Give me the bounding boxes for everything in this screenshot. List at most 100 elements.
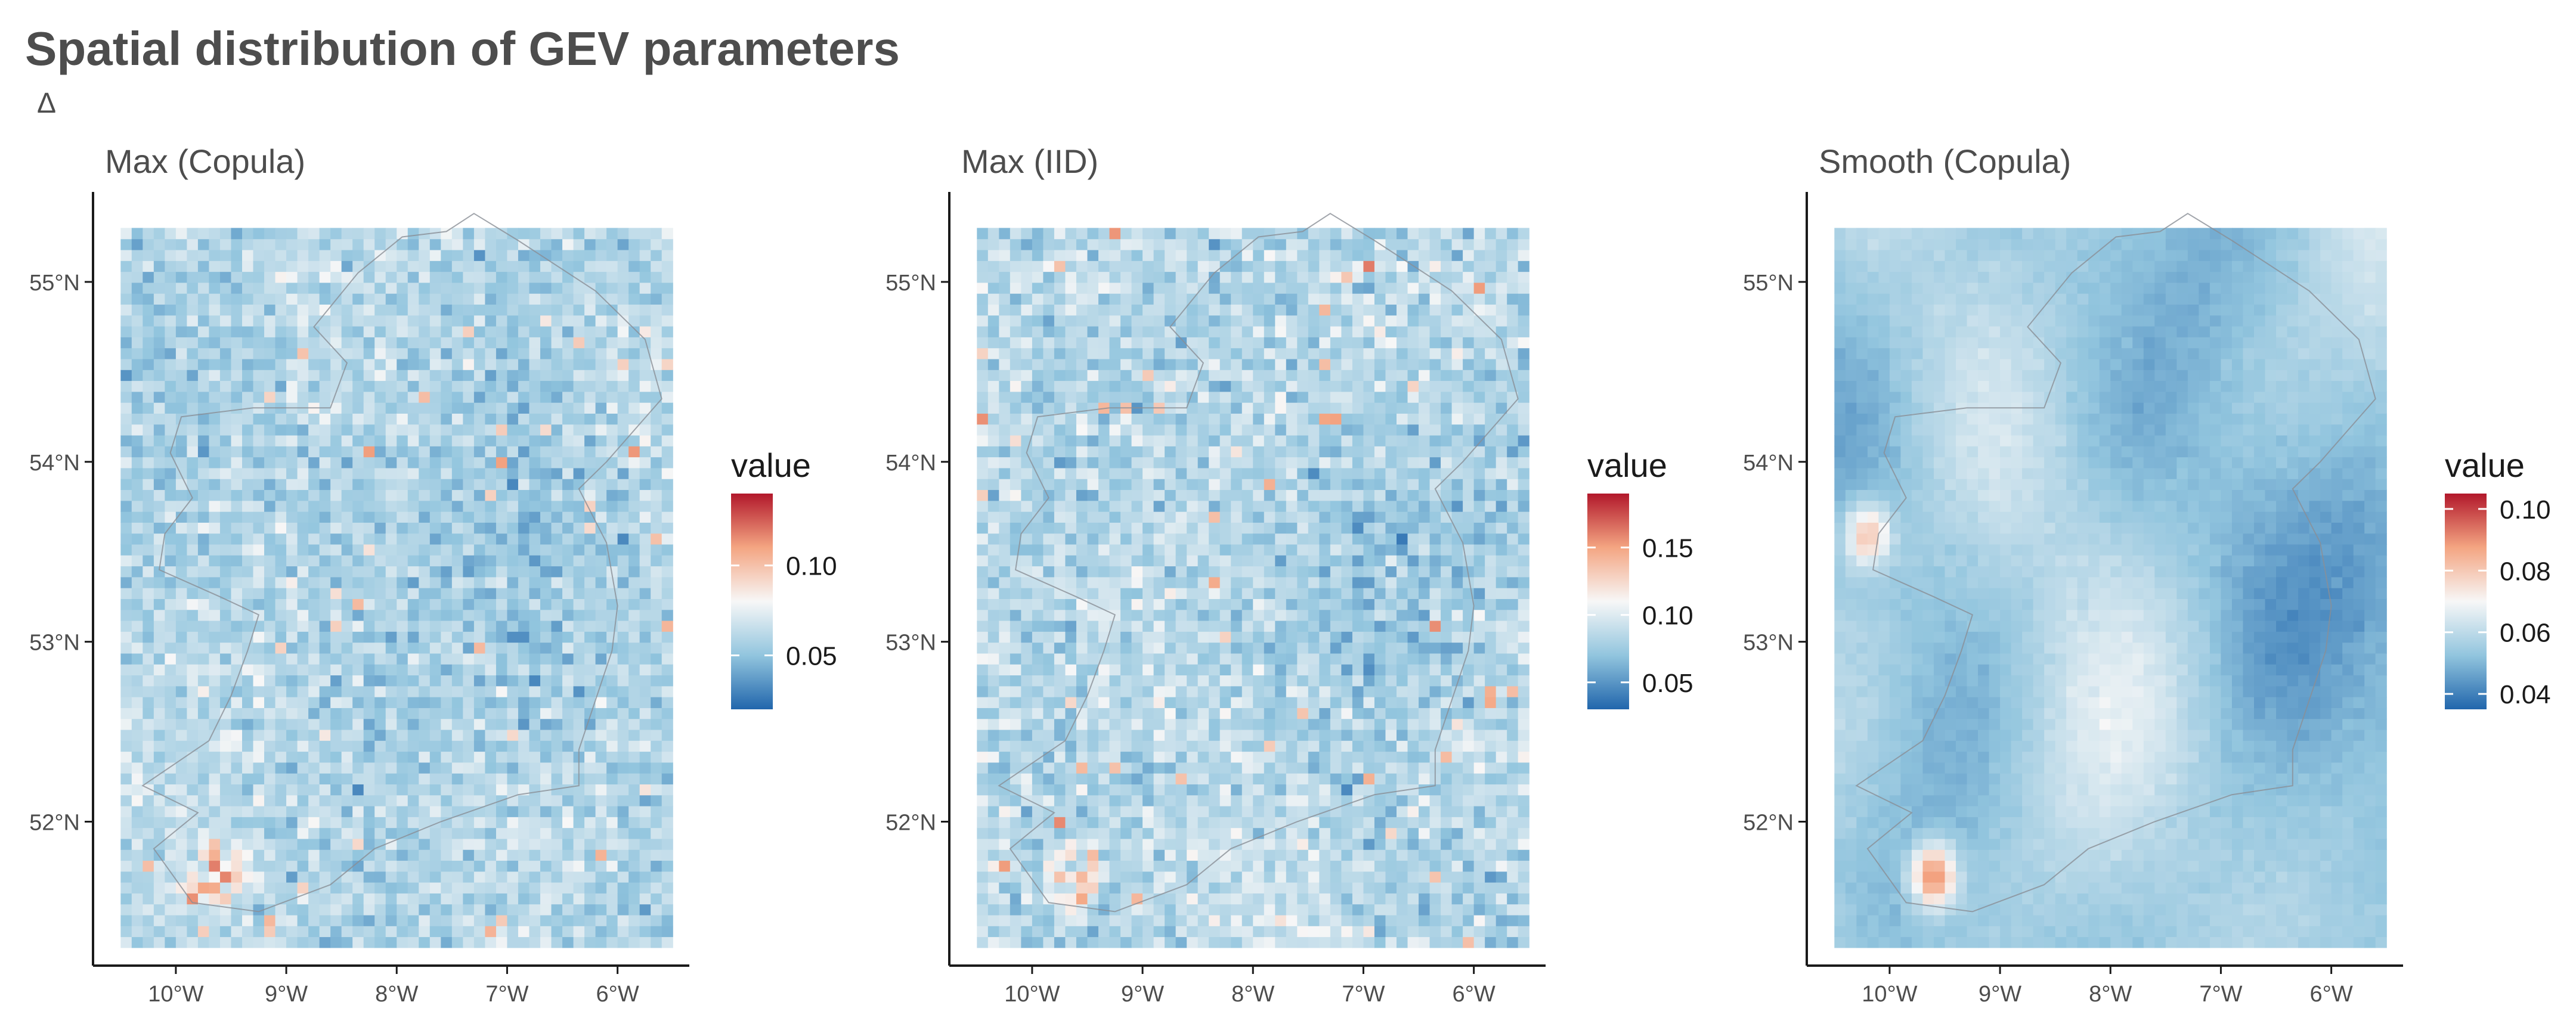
- heatmap-cell: [562, 631, 574, 643]
- heatmap-cell: [639, 479, 651, 491]
- heatmap-cell: [628, 871, 640, 883]
- heatmap-cell: [987, 446, 999, 458]
- heatmap-cell: [573, 838, 585, 850]
- heatmap-cell: [197, 620, 210, 632]
- heatmap-cell: [1109, 315, 1121, 327]
- heatmap-cell: [1175, 576, 1187, 588]
- heatmap-cell: [1231, 697, 1243, 708]
- heatmap-cell: [308, 500, 320, 512]
- heatmap-cell: [1219, 620, 1231, 632]
- heatmap-cell: [551, 500, 563, 512]
- heatmap-cell: [1043, 664, 1055, 676]
- heatmap-cell: [1187, 718, 1199, 730]
- heatmap-cell: [131, 620, 143, 632]
- heatmap-cell: [606, 882, 618, 894]
- heatmap-cell: [1120, 576, 1132, 588]
- heatmap-cell: [441, 849, 453, 861]
- heatmap-cell: [1131, 489, 1143, 501]
- heatmap-cell: [507, 653, 519, 665]
- heatmap-cell: [1076, 326, 1088, 337]
- heatmap-cell: [1219, 380, 1231, 392]
- heatmap-cell: [595, 500, 607, 512]
- heatmap-cell: [1175, 773, 1187, 784]
- heatmap-cell: [197, 370, 210, 381]
- heatmap-cell: [529, 740, 541, 752]
- heatmap-cell: [1131, 817, 1143, 829]
- heatmap-cell: [209, 817, 221, 829]
- heatmap-cell: [131, 936, 143, 948]
- heatmap-cell: [1197, 838, 1209, 850]
- heatmap-cell: [1165, 620, 1176, 632]
- heatmap-cell: [999, 555, 1011, 567]
- heatmap-cell: [1241, 773, 1253, 784]
- heatmap-cell: [1120, 522, 1132, 534]
- heatmap-cell: [419, 914, 431, 926]
- heatmap-cell: [1010, 598, 1021, 610]
- heatmap-cell: [275, 675, 287, 687]
- heatmap-cell: [165, 566, 177, 578]
- heatmap-cell: [661, 282, 673, 294]
- heatmap-cell: [385, 522, 397, 534]
- heatmap-cell: [1143, 675, 1154, 687]
- heatmap-cell: [1021, 467, 1033, 479]
- heatmap-cell: [617, 413, 629, 425]
- heatmap-cell: [1175, 489, 1187, 501]
- y-tick-label: 54°N: [29, 451, 80, 476]
- heatmap-cell: [661, 326, 673, 337]
- heatmap-cell: [1098, 228, 1110, 240]
- heatmap-cell: [463, 685, 475, 697]
- heatmap-cell: [341, 609, 353, 621]
- heatmap-cell: [1131, 457, 1143, 469]
- heatmap-cell: [397, 740, 408, 752]
- heatmap-cell: [1209, 228, 1221, 240]
- heatmap-cell: [595, 751, 607, 763]
- heatmap-cell: [419, 304, 431, 316]
- heatmap-cell: [330, 238, 342, 250]
- heatmap-cell: [1043, 326, 1055, 337]
- heatmap-cell: [363, 860, 375, 872]
- heatmap-cell: [1032, 631, 1044, 643]
- heatmap-cell: [1010, 555, 1021, 567]
- heatmap-cell: [606, 467, 618, 479]
- heatmap-cell: [165, 544, 177, 556]
- heatmap-cell: [187, 522, 199, 534]
- heatmap-cell: [1153, 697, 1165, 708]
- heatmap-cell: [1054, 893, 1066, 905]
- heatmap-cell: [407, 293, 419, 305]
- heatmap-cell: [275, 729, 287, 741]
- heatmap-cell: [507, 904, 519, 916]
- heatmap-cell: [1076, 838, 1088, 850]
- heatmap-cell: [131, 446, 143, 458]
- heatmap-cell: [1032, 664, 1044, 676]
- heatmap-cell: [573, 304, 585, 316]
- heatmap-cell: [397, 522, 408, 534]
- heatmap-cell: [518, 271, 530, 283]
- heatmap-cell: [363, 522, 375, 534]
- heatmap-cell: [1065, 827, 1077, 839]
- heatmap-cell: [231, 566, 243, 578]
- heatmap-cell: [209, 588, 221, 599]
- heatmap-cell: [175, 784, 188, 796]
- heatmap-cell: [209, 271, 221, 283]
- heatmap-cell: [1032, 620, 1044, 632]
- heatmap-cell: [120, 544, 132, 556]
- heatmap-cell: [661, 555, 673, 567]
- heatmap-cell: [1021, 664, 1033, 676]
- heatmap-cell: [131, 391, 143, 403]
- heatmap-cell: [341, 740, 353, 752]
- heatmap-cell: [120, 402, 132, 414]
- heatmap-cell: [999, 609, 1011, 621]
- heatmap-cell: [1231, 642, 1243, 654]
- heatmap-cell: [197, 827, 210, 839]
- heatmap-cell: [209, 293, 221, 305]
- heatmap-cell: [1054, 871, 1066, 883]
- heatmap-cell: [187, 882, 199, 894]
- heatmap-cell: [1054, 315, 1066, 327]
- heatmap-cell: [1098, 620, 1110, 632]
- heatmap-cell: [352, 609, 364, 621]
- heatmap-cell: [419, 860, 431, 872]
- heatmap-cell: [1175, 467, 1187, 479]
- heatmap-cell: [1187, 827, 1199, 839]
- heatmap-cell: [264, 685, 276, 697]
- heatmap-cell: [1209, 402, 1221, 414]
